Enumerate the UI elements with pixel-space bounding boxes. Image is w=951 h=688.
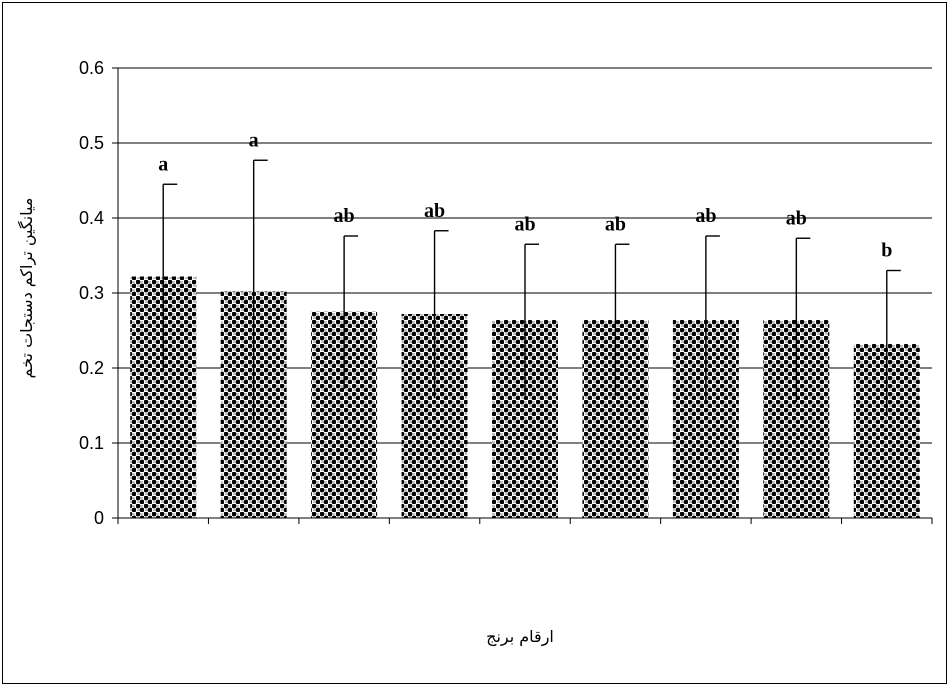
y-tick-label: 0.6	[79, 58, 104, 78]
y-axis-title: میانگین تراکم دستجات تخم	[17, 198, 37, 379]
labels: 0 0.1 0.2 0.3 0.4 0.5 0.6 a a ab ab ab ab ab ab b	[79, 58, 892, 528]
x-axis-title: ارقام برنج	[486, 627, 554, 647]
significance-label: a	[249, 129, 259, 151]
y-tick-label: 0	[94, 508, 104, 528]
y-tick-label: 0.5	[79, 133, 104, 153]
y-tick-label: 0.2	[79, 358, 104, 378]
y-tick-label: 0.4	[79, 208, 104, 228]
axes	[112, 67, 933, 524]
significance-label: b	[881, 240, 892, 262]
y-tick-label: 0.1	[79, 433, 104, 453]
significance-label: ab	[424, 200, 445, 222]
significance-label: ab	[514, 213, 535, 235]
significance-label: a	[158, 153, 168, 175]
significance-label: ab	[695, 205, 716, 227]
significance-label: ab	[334, 205, 355, 227]
error-bars	[162, 159, 901, 425]
y-tick-label: 0.3	[79, 283, 104, 303]
significance-label: ab	[786, 207, 807, 229]
significance-label: ab	[605, 213, 626, 235]
